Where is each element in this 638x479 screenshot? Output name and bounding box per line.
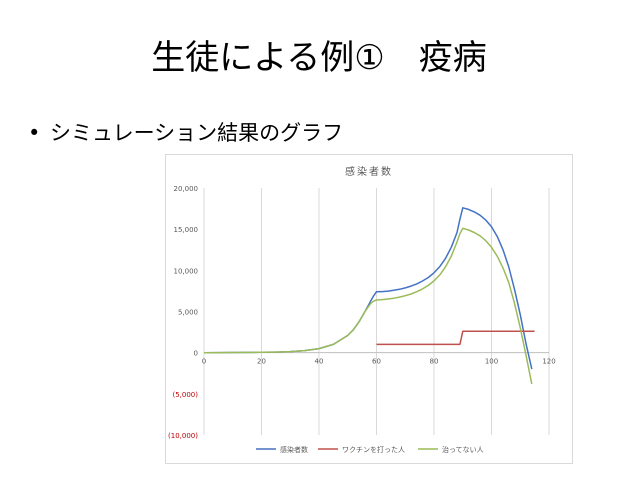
legend-label: ワクチンを打った人 [342, 445, 405, 454]
legend-label: 治ってない人 [442, 445, 484, 454]
x-tick-label: 40 [315, 358, 324, 366]
chart-gridlines [261, 188, 550, 435]
series-line [376, 330, 535, 346]
x-tick-label: 80 [430, 358, 439, 366]
chart-title: 感染者数 [345, 165, 393, 178]
y-tick-label: (10,000) [168, 432, 198, 440]
x-tick-label: 0 [202, 358, 206, 366]
series-line [203, 207, 533, 370]
y-tick-label: (5,000) [172, 391, 198, 399]
x-tick-label: 60 [372, 358, 381, 366]
slide-title: 生徒による例① 疫病 [151, 38, 487, 78]
chart-axes: 20,000 15,000 10,000 5,000 0 (5,000) (10,000) 0… [168, 185, 556, 440]
y-tick-label: 10,000 [174, 267, 199, 275]
y-tick-label: 0 [194, 350, 198, 358]
bullet-marker: • [28, 121, 41, 145]
chart-legend: 感染者数 ワクチンを打った人 治ってない人 [256, 445, 484, 454]
bullet-text: シミュレーション結果のグラフ [50, 121, 344, 145]
x-tick-label: 120 [542, 358, 555, 366]
chart-series [203, 207, 535, 385]
x-tick-label: 20 [257, 358, 266, 366]
y-tick-label: 5,000 [178, 309, 198, 317]
line-chart: 感染者数 20,000 15,000 10,000 5,000 0 (5,000) (10,… [168, 165, 556, 454]
legend-label: 感染者数 [280, 445, 308, 454]
y-tick-label: 15,000 [174, 226, 199, 234]
series-line [203, 227, 533, 385]
chart-area: 感染者数 20,000 15,000 10,000 5,000 0 (5,000) (10,… [165, 154, 573, 464]
y-tick-label: 20,000 [174, 185, 199, 193]
x-tick-label: 100 [485, 358, 498, 366]
bullet-item: • シミュレーション結果のグラフ [28, 118, 343, 148]
